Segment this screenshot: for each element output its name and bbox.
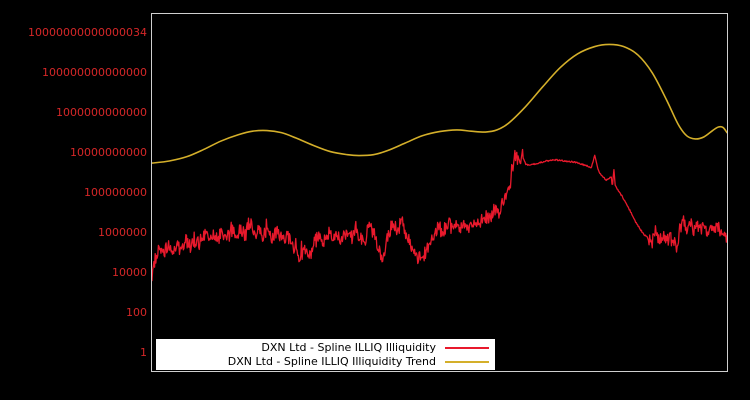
y-axis-tick-label: 100000000 <box>84 186 147 199</box>
y-axis-tick-label: 100000000000000 <box>42 66 147 79</box>
legend-entry-illiquidity: DXN Ltd - Spline ILLIQ Illiquidity <box>160 341 489 355</box>
plot-area <box>151 13 728 372</box>
legend-swatch-trend <box>445 361 489 363</box>
plot-svg <box>152 43 727 282</box>
legend-label-illiquidity: DXN Ltd - Spline ILLIQ Illiquidity <box>261 341 436 354</box>
y-axis-tick-label: 10000 <box>112 266 147 279</box>
legend-entry-trend: DXN Ltd - Spline ILLIQ Illiquidity Trend <box>160 355 489 369</box>
y-axis-tick-labels: 10000000000000034 100000000000000 10000000… <box>0 0 151 400</box>
y-axis-tick-label: 1000000 <box>98 226 147 239</box>
legend-label-trend: DXN Ltd - Spline ILLIQ Illiquidity Trend <box>227 355 436 368</box>
y-axis-tick-label: 1 <box>140 346 147 359</box>
y-axis-tick-label: 100 <box>126 306 147 319</box>
legend-swatch-illiquidity <box>445 347 489 349</box>
y-axis-tick-label: 1000000000000 <box>56 106 147 119</box>
legend-box: DXN Ltd - Spline ILLIQ Illiquidity DXN L… <box>155 338 496 371</box>
series-line-trend <box>152 43 727 164</box>
y-axis-tick-label: 10000000000000034 <box>28 26 147 39</box>
series-line-illiquidity <box>152 148 727 282</box>
y-axis-tick-label: 10000000000 <box>70 146 147 159</box>
